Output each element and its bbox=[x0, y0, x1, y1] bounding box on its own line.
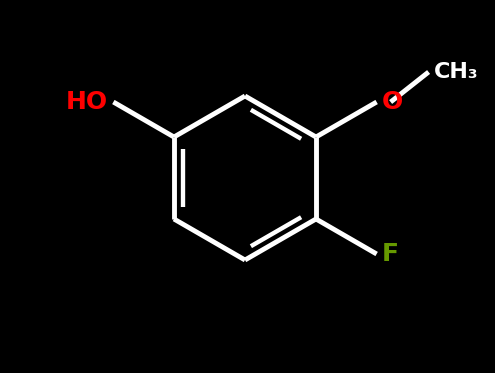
Text: HO: HO bbox=[66, 90, 108, 114]
Text: F: F bbox=[382, 242, 398, 266]
Text: CH₃: CH₃ bbox=[434, 62, 478, 82]
Text: O: O bbox=[382, 90, 403, 114]
